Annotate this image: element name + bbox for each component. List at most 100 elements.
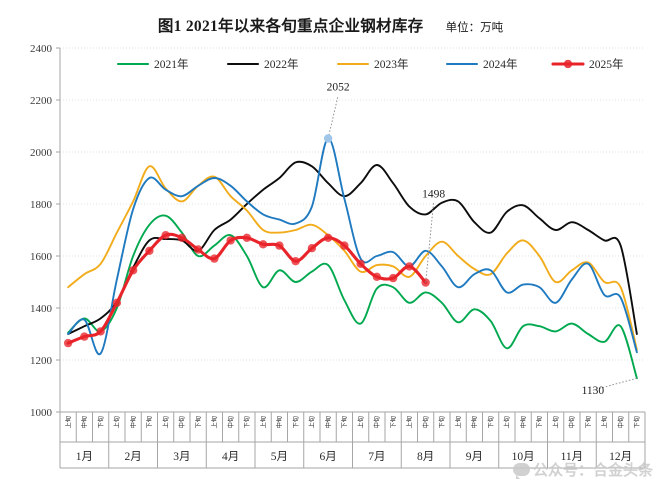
x-axis-xun-label: 上旬: [259, 416, 267, 428]
x-axis-month-label: 11月: [561, 451, 584, 463]
x-axis-xun-label: 下旬: [633, 416, 641, 428]
x-axis-xun-label: 上旬: [162, 416, 170, 428]
x-axis-xun-label: 下旬: [243, 416, 251, 428]
chart-unit-label: 单位：万吨: [445, 22, 504, 34]
watermark-text: 公众号：合金头条: [532, 462, 653, 479]
x-axis-xun-label: 上旬: [211, 416, 219, 428]
series-marker-2025年: [307, 244, 317, 253]
page-title: 图1 2021年以来各旬重点企业钢材库存 单位：万吨: [0, 14, 661, 36]
series-line-2025年: [66, 232, 428, 345]
series-marker-2025年: [340, 241, 349, 250]
x-axis-xun-label: 中旬: [324, 416, 332, 428]
x-axis-month-label: 1月: [76, 451, 93, 463]
x-axis-xun-label: 中旬: [276, 416, 284, 428]
x-axis-xun-label: 下旬: [487, 416, 495, 428]
legend-label-2024年: 2024年: [483, 57, 518, 71]
annotation-label-1130: 1130: [582, 385, 605, 397]
y-axis-label: 1400: [30, 303, 53, 315]
x-axis-xun-label: 中旬: [568, 416, 576, 428]
x-axis-xun-label: 下旬: [536, 416, 544, 428]
x-axis-xun-label: 下旬: [146, 416, 154, 428]
legend-label-2023年: 2023年: [374, 57, 409, 71]
x-axis-xun-label: 下旬: [194, 416, 202, 428]
x-axis-month-label: 2月: [125, 451, 142, 463]
series-line-2021年: [67, 214, 638, 380]
x-axis-xun-label: 下旬: [438, 416, 446, 428]
x-axis-xun-label: 中旬: [422, 416, 430, 428]
y-axis-label: 1800: [30, 199, 53, 211]
series-marker-2025年: [356, 259, 365, 268]
series-marker-2025年: [405, 262, 414, 271]
x-axis-month-label: 8月: [417, 451, 434, 463]
y-axis-label: 2200: [30, 95, 53, 107]
x-axis-xun-label: 上旬: [357, 416, 365, 428]
x-axis-month-label: 5月: [271, 451, 288, 463]
watermark: 公众号：合金头条: [512, 459, 653, 480]
annotation-leader-1130: [592, 377, 637, 391]
x-axis-xun-label: 上旬: [601, 416, 609, 428]
x-axis-xun-label: 中旬: [129, 416, 137, 428]
x-axis-month-label: 9月: [466, 451, 483, 463]
series-marker-2025年: [291, 257, 300, 266]
annotation-label-1498: 1498: [422, 189, 445, 201]
series-marker-2025年: [258, 240, 268, 249]
series-marker-2025年: [145, 246, 154, 255]
series-marker-2025年: [210, 254, 219, 263]
legend-marker-2025年: [563, 59, 573, 69]
series-marker-2025年: [112, 298, 122, 307]
x-axis-xun-label: 上旬: [552, 416, 560, 428]
x-axis-xun-label: 下旬: [292, 416, 300, 428]
series-marker-2025年: [96, 327, 105, 336]
legend-label-2025年: 2025年: [589, 57, 624, 71]
x-axis-xun-label: 中旬: [178, 416, 186, 428]
y-axis-label: 1200: [30, 355, 53, 367]
series-marker-2025年: [193, 245, 203, 254]
annotation-point-2052: [323, 134, 333, 143]
series-marker-2025年: [161, 231, 170, 240]
x-axis-xun-label: 上旬: [503, 416, 511, 428]
annotation-label-2052: 2052: [327, 81, 350, 93]
x-axis-xun-label: 下旬: [341, 416, 349, 428]
x-axis-xun-label: 下旬: [389, 416, 397, 428]
series-marker-2025年: [128, 266, 138, 275]
x-axis-xun-label: 下旬: [584, 416, 592, 428]
series-line-2024年: [67, 137, 638, 356]
series-marker-2025年: [372, 272, 382, 281]
series-marker-2025年: [242, 233, 252, 242]
chart-title-text: 图1 2021年以来各旬重点企业钢材库存: [157, 18, 424, 35]
x-axis-month-label: 10月: [512, 451, 535, 463]
x-axis-month-label: 4月: [222, 451, 239, 463]
annotation-leader-2052: [327, 95, 339, 139]
x-axis-month-label: 7月: [368, 451, 385, 463]
x-axis-xun-label: 中旬: [519, 416, 527, 428]
x-axis-month-label: 6月: [320, 451, 337, 463]
x-axis-month-label: 12月: [609, 451, 632, 463]
y-axis-label: 2400: [30, 43, 53, 55]
series-marker-2025年: [63, 338, 73, 348]
legend-label-2021年: 2021年: [154, 57, 189, 71]
x-axis-xun-label: 上旬: [113, 416, 121, 428]
x-axis-month-label: 3月: [173, 451, 190, 463]
y-axis-label: 1600: [30, 251, 53, 263]
x-axis-xun-label: 中旬: [227, 416, 235, 428]
x-axis-xun-label: 中旬: [373, 416, 381, 428]
wechat-icon: [512, 463, 530, 479]
x-axis-xun-label: 中旬: [617, 416, 625, 428]
x-axis-xun-label: 上旬: [454, 416, 462, 428]
y-axis-label: 1000: [30, 407, 53, 419]
x-axis-xun-label: 上旬: [406, 416, 414, 428]
series-marker-2025年: [323, 233, 333, 242]
legend-label-2022年: 2022年: [264, 57, 299, 71]
series-marker-2025年: [177, 233, 187, 242]
series-marker-2025年: [275, 241, 284, 250]
x-axis-xun-label: 上旬: [308, 416, 316, 428]
x-axis-xun-label: 中旬: [81, 416, 89, 428]
x-axis-xun-label: 中旬: [471, 416, 479, 428]
y-axis-label: 2000: [30, 147, 53, 159]
series-marker-2025年: [388, 273, 398, 283]
series-marker-2025年: [80, 332, 89, 341]
x-axis-xun-label: 下旬: [97, 416, 105, 428]
series-line-2023年: [67, 165, 638, 351]
